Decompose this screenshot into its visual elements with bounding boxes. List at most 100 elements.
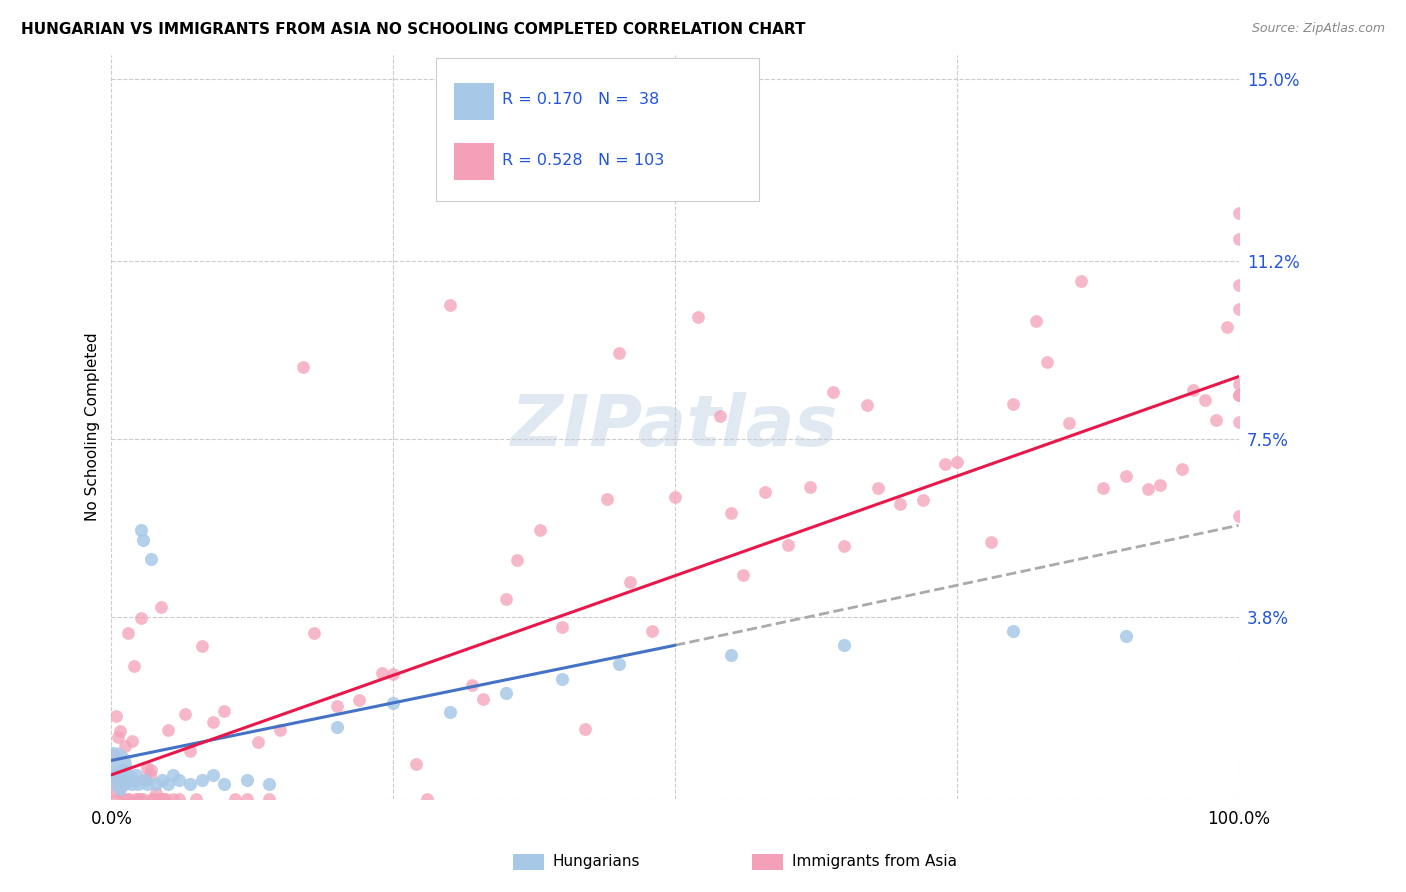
Point xyxy=(641,624,664,638)
Point xyxy=(1171,461,1194,475)
Point xyxy=(115,772,138,787)
Point xyxy=(121,734,143,748)
Point xyxy=(371,666,394,681)
Point xyxy=(382,666,405,681)
Point xyxy=(607,657,630,672)
Point xyxy=(1227,415,1250,429)
Point xyxy=(731,568,754,582)
Point xyxy=(138,768,160,782)
Text: Source: ZipAtlas.com: Source: ZipAtlas.com xyxy=(1251,22,1385,36)
Point xyxy=(855,398,877,412)
Point xyxy=(1227,232,1250,246)
Point xyxy=(1115,469,1137,483)
Point xyxy=(596,492,619,507)
Text: Immigrants from Asia: Immigrants from Asia xyxy=(792,855,956,869)
Point xyxy=(934,458,956,472)
Point xyxy=(139,552,162,566)
Point xyxy=(416,792,439,806)
Point xyxy=(304,626,326,640)
Point xyxy=(114,739,136,754)
Point xyxy=(1227,206,1250,220)
Point xyxy=(1137,483,1160,497)
Point xyxy=(1227,377,1250,392)
Point xyxy=(125,792,148,806)
Point xyxy=(776,538,799,552)
Point xyxy=(754,485,776,500)
Point xyxy=(105,792,128,806)
Point xyxy=(269,723,291,737)
Point xyxy=(1205,413,1227,427)
Point xyxy=(326,720,349,734)
Point xyxy=(574,722,596,736)
Point xyxy=(156,777,179,791)
Point xyxy=(103,768,125,782)
Point xyxy=(184,792,207,806)
Point xyxy=(799,480,821,494)
Point xyxy=(1092,481,1115,495)
Point xyxy=(132,792,155,806)
Point xyxy=(179,777,201,791)
Point xyxy=(101,758,124,772)
Point xyxy=(607,345,630,359)
Point xyxy=(111,792,134,806)
Y-axis label: No Schooling Completed: No Schooling Completed xyxy=(86,333,100,521)
Point xyxy=(720,648,742,662)
Point xyxy=(139,764,162,778)
Point xyxy=(821,384,844,399)
Point xyxy=(1059,417,1081,431)
Point xyxy=(1227,508,1250,523)
Point xyxy=(349,693,371,707)
Point xyxy=(911,493,934,508)
Point xyxy=(686,310,709,324)
Point xyxy=(150,599,173,614)
Text: ZIPatlas: ZIPatlas xyxy=(512,392,838,461)
Point xyxy=(1182,383,1205,397)
Point xyxy=(980,534,1002,549)
Point xyxy=(201,714,224,729)
Point xyxy=(167,792,190,806)
Point xyxy=(134,772,156,787)
Point xyxy=(1149,477,1171,491)
Point xyxy=(134,772,156,787)
Point xyxy=(114,777,136,791)
Point xyxy=(1227,302,1250,317)
Point xyxy=(720,506,742,520)
Point xyxy=(664,490,686,504)
Point xyxy=(136,777,159,791)
Point xyxy=(103,747,125,762)
Point xyxy=(132,533,155,547)
Point xyxy=(439,706,461,720)
Point xyxy=(162,792,184,806)
Point xyxy=(1025,314,1047,328)
Point xyxy=(115,792,138,806)
Point xyxy=(150,792,173,806)
Point xyxy=(1227,388,1250,402)
Point xyxy=(104,777,127,791)
Point xyxy=(1115,629,1137,643)
Point xyxy=(129,523,152,537)
Point xyxy=(832,539,855,553)
Point xyxy=(125,768,148,782)
Point xyxy=(121,777,143,791)
Point xyxy=(101,777,124,791)
Point xyxy=(155,792,177,806)
Point xyxy=(495,591,517,606)
Point xyxy=(1002,397,1025,411)
Point xyxy=(156,723,179,737)
Point xyxy=(201,768,224,782)
Point xyxy=(122,659,145,673)
Point xyxy=(529,523,551,537)
Point xyxy=(709,409,731,423)
Point xyxy=(1070,274,1092,288)
Point xyxy=(257,792,280,806)
Point xyxy=(150,772,173,787)
Point xyxy=(162,768,184,782)
Point xyxy=(945,455,967,469)
Text: HUNGARIAN VS IMMIGRANTS FROM ASIA NO SCHOOLING COMPLETED CORRELATION CHART: HUNGARIAN VS IMMIGRANTS FROM ASIA NO SCH… xyxy=(21,22,806,37)
Point xyxy=(179,744,201,758)
Point xyxy=(246,735,269,749)
Point xyxy=(405,757,427,772)
Point xyxy=(1036,355,1059,369)
Point xyxy=(439,298,461,312)
Point xyxy=(866,481,889,495)
